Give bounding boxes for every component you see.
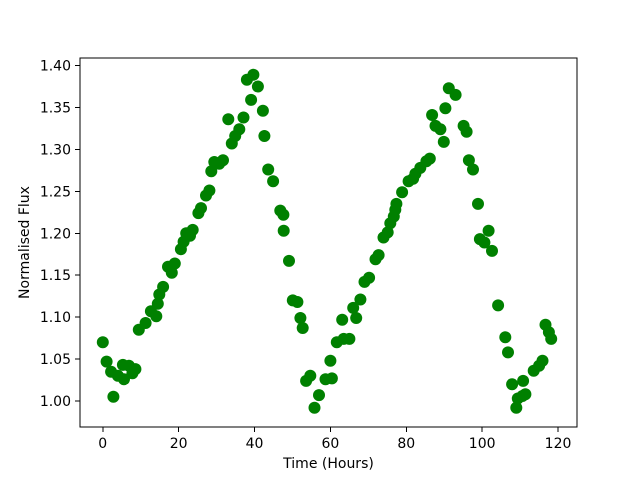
data-point: [277, 224, 290, 237]
x-tick-label: 60: [321, 436, 339, 452]
data-point: [247, 68, 260, 81]
data-point: [460, 125, 473, 138]
data-point: [486, 244, 498, 257]
data-point: [347, 301, 360, 314]
data-point: [381, 226, 394, 239]
data-point: [233, 123, 246, 136]
y-tick-label: 1.40: [40, 59, 71, 75]
y-tick-label: 1.35: [40, 100, 71, 116]
y-tick-label: 1.15: [40, 268, 71, 284]
data-point: [118, 373, 130, 386]
data-point: [267, 175, 280, 188]
x-tick-label: 80: [397, 436, 415, 452]
data-point: [139, 317, 152, 329]
data-point: [536, 354, 549, 367]
plot-area-spines: [79, 57, 578, 428]
data-point: [304, 369, 317, 382]
data-point: [107, 390, 120, 403]
data-point: [437, 135, 450, 148]
data-point: [350, 312, 363, 324]
y-tick-label: 1.05: [40, 352, 71, 368]
data-point: [205, 165, 218, 178]
data-point: [492, 299, 505, 312]
x-tick-label: 40: [246, 436, 264, 452]
data-point: [510, 401, 523, 414]
data-point: [343, 332, 356, 345]
data-point: [363, 271, 376, 284]
data-point: [519, 388, 532, 401]
data-point: [203, 184, 216, 197]
y-tick-label: 1.30: [40, 142, 71, 158]
data-point: [237, 111, 250, 124]
data-point: [129, 363, 142, 376]
y-axis-ticks: 1.00 1.05 1.10 1.15 1.20 1.25 1.30 1.35 1.40: [40, 59, 80, 410]
scatter-points: [96, 68, 558, 414]
y-tick-label: 1.20: [40, 226, 71, 242]
data-point: [336, 313, 349, 326]
data-point: [186, 223, 199, 236]
data-point: [372, 249, 385, 262]
data-point: [517, 374, 530, 387]
data-point: [426, 109, 439, 121]
x-axis-label: Time (Hours): [282, 456, 374, 472]
data-point: [423, 152, 436, 165]
data-point: [313, 389, 325, 402]
y-tick-label: 1.25: [40, 184, 71, 200]
data-point: [396, 186, 409, 199]
data-point: [277, 208, 290, 221]
data-point: [354, 293, 367, 306]
x-tick-label: 20: [170, 436, 188, 452]
data-point: [434, 123, 447, 136]
data-point: [96, 336, 109, 349]
data-point: [499, 331, 512, 344]
data-point: [439, 102, 452, 115]
data-point: [325, 372, 338, 385]
data-point: [258, 130, 271, 142]
x-tick-label: 0: [98, 436, 107, 452]
x-axis-ticks: 0 20 40 60 80 100 120: [98, 427, 571, 452]
y-axis-label: Normalised Flux: [17, 186, 33, 299]
data-point: [150, 310, 163, 323]
data-point: [256, 104, 269, 117]
data-point: [308, 401, 321, 414]
x-tick-label: 120: [545, 436, 572, 452]
data-point: [251, 80, 264, 93]
data-point: [462, 154, 475, 167]
data-point: [478, 236, 491, 249]
data-point: [472, 197, 484, 210]
data-point: [291, 296, 304, 308]
data-point: [449, 88, 462, 101]
data-point: [545, 332, 558, 345]
data-point: [506, 378, 519, 391]
data-point: [168, 257, 181, 270]
data-point: [296, 322, 309, 334]
data-point: [217, 154, 229, 167]
data-point: [245, 93, 258, 106]
data-point: [151, 297, 164, 310]
data-point: [262, 163, 275, 176]
x-tick-label: 100: [469, 436, 496, 452]
data-point: [502, 346, 514, 359]
data-point: [222, 113, 235, 126]
data-point: [294, 312, 307, 324]
data-point: [195, 202, 207, 215]
y-tick-label: 1.10: [40, 310, 71, 326]
data-point: [283, 254, 295, 267]
data-point: [100, 355, 113, 368]
data-point: [482, 224, 495, 237]
data-point: [324, 354, 337, 367]
data-point: [467, 163, 479, 176]
data-point: [390, 197, 403, 210]
data-point: [157, 280, 170, 293]
data-point: [165, 266, 178, 279]
y-tick-label: 1.00: [40, 394, 71, 410]
